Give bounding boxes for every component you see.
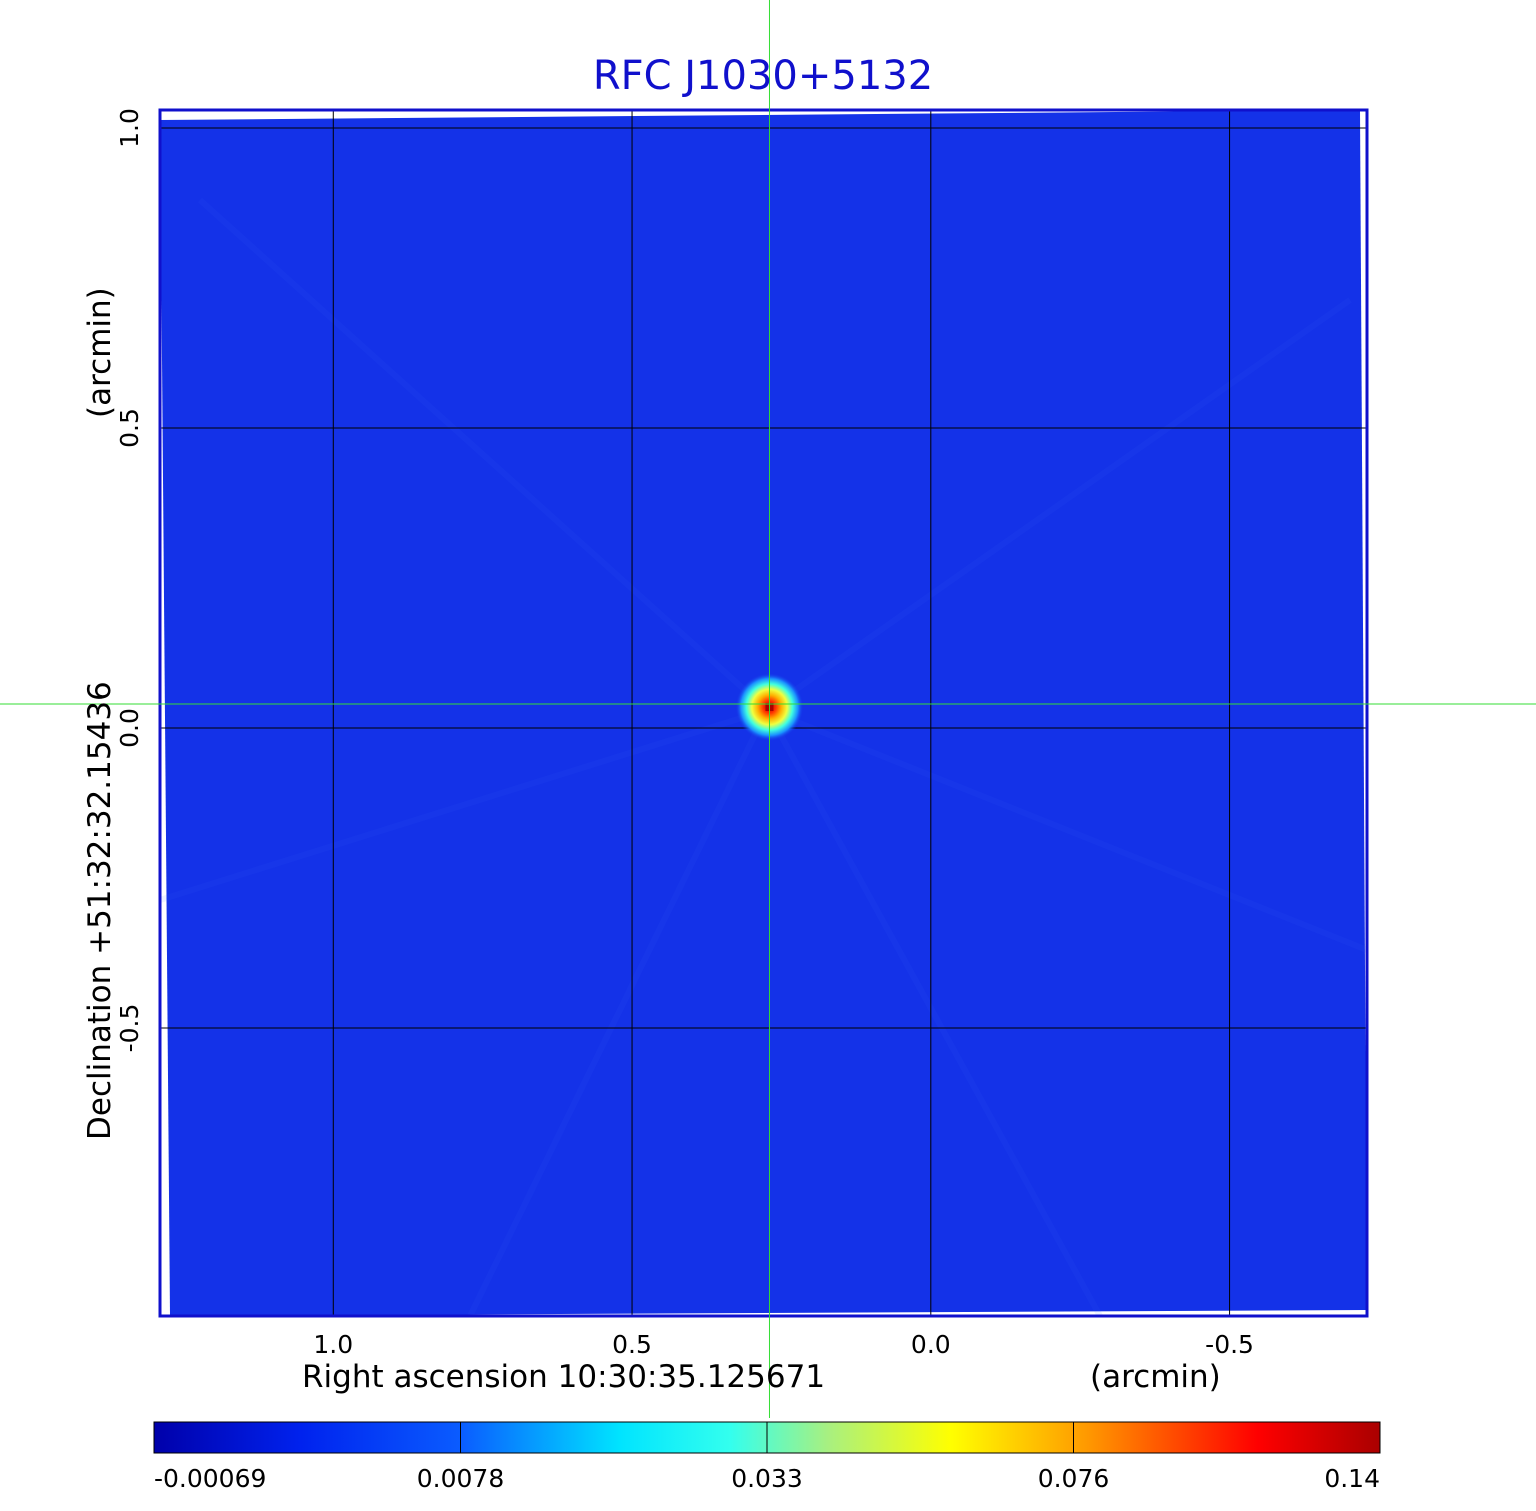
x-tick-label-1: 0.5: [612, 1330, 652, 1359]
colorbar-ticks: -0.00069 0.0078 0.033 0.076 0.14: [153, 1422, 1381, 1493]
y-tick-label-0: 1.0: [115, 108, 144, 148]
colorbar-tick-label-3: 0.076: [1038, 1464, 1110, 1493]
grid-lines: [160, 110, 1367, 1316]
y-axis-label: Declination +51:32:32.15436: [82, 681, 118, 1140]
y-tick-labels: 1.0 0.5 0.0 -0.5: [115, 108, 144, 1052]
y-axis-unit: (arcmin): [82, 287, 118, 418]
x-tick-labels: 1.0 0.5 0.0 -0.5: [313, 1330, 1254, 1359]
x-axis-label: Right ascension 10:30:35.125671: [302, 1359, 825, 1395]
x-axis-unit: (arcmin): [1090, 1359, 1221, 1395]
y-tick-label-3: -0.5: [115, 1004, 144, 1053]
y-tick-label-2: 0.0: [115, 708, 144, 748]
colorbar-tick-label-4: 0.14: [1324, 1464, 1380, 1493]
x-tick-label-2: 0.0: [911, 1330, 951, 1359]
chart-title: RFC J1030+5132: [593, 53, 933, 99]
sidelobe-texture: [160, 197, 1367, 1316]
plot-frame: [158, 108, 1369, 1318]
x-tick-label-3: -0.5: [1205, 1330, 1254, 1359]
x-tick-label-0: 1.0: [313, 1330, 353, 1359]
colorbar-tick-label-1: 0.0078: [417, 1464, 504, 1493]
y-tick-label-1: 0.5: [115, 408, 144, 448]
colorbar-tick-label-2: 0.033: [731, 1464, 803, 1493]
colorbar-tick-label-0: -0.00069: [154, 1464, 266, 1493]
